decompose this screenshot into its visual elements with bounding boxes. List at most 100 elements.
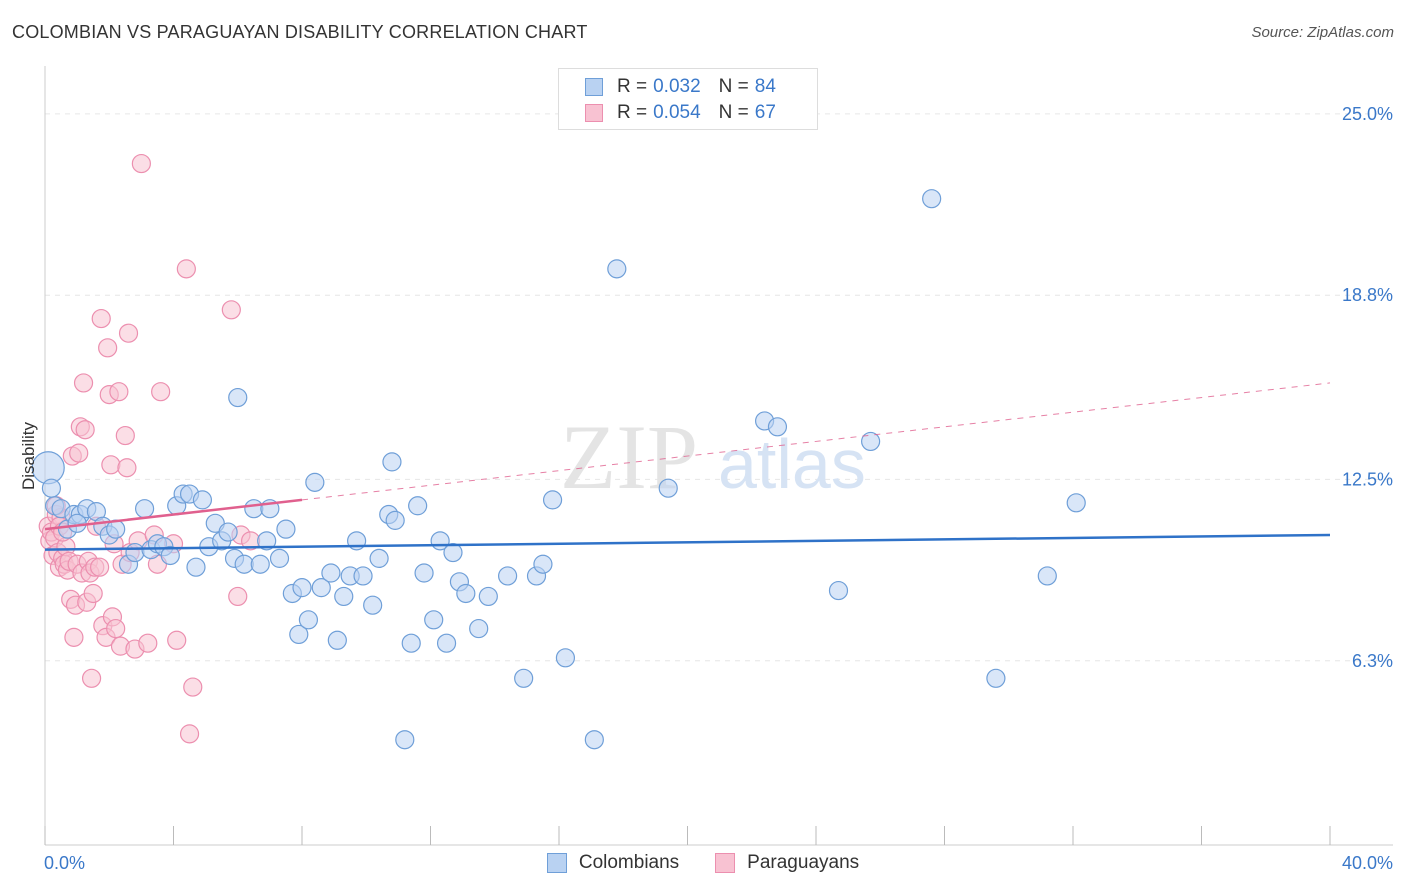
colombian-point	[353, 566, 373, 586]
paraguayan-point	[167, 630, 187, 650]
colombian-point	[160, 545, 180, 566]
colombian-point	[408, 496, 428, 516]
colombian-point	[134, 499, 155, 519]
paraguayan-point	[91, 308, 111, 329]
legend-row-paraguayans: R = 0.054 N = 67	[585, 101, 776, 125]
paraguayan-point	[221, 300, 241, 320]
colombian-point	[234, 554, 254, 574]
stats-legend: R = 0.032 N = 84 R = 0.054 N = 67	[558, 68, 818, 130]
colombian-point	[67, 513, 87, 533]
colombians-points	[31, 189, 1086, 750]
legend-label-colombians: Colombians	[578, 852, 680, 873]
paraguayan-point	[98, 338, 118, 358]
colombian-point	[401, 633, 421, 653]
colombian-point	[250, 554, 270, 574]
colombian-point	[298, 610, 319, 630]
colombian-point	[218, 522, 238, 542]
legend-label-paraguayans: Paraguayans	[747, 852, 860, 873]
colombian-point	[478, 586, 498, 607]
paraguayan-point	[101, 455, 121, 475]
paraguayan-point	[183, 677, 203, 697]
paraguayan-point	[179, 724, 200, 744]
colombian-point	[542, 490, 563, 510]
paraguayan-point	[109, 382, 129, 402]
legend-item-colombians[interactable]: Colombians	[546, 852, 680, 874]
y-tick-label: 6.3%	[1352, 651, 1393, 671]
y-tick-label: 25.0%	[1342, 104, 1393, 124]
colombian-point	[443, 542, 463, 563]
y-tick-labels: 6.3% 12.5% 18.8% 25.0%	[1342, 104, 1393, 671]
colombian-point	[228, 387, 248, 408]
colombians-trend-line	[44, 533, 1331, 551]
colombian-point	[828, 580, 849, 601]
legend-swatch-blue	[546, 853, 567, 873]
legend-n-value: 67	[754, 102, 776, 123]
colombian-point	[305, 472, 325, 492]
paraguayan-point	[131, 153, 151, 174]
legend-item-paraguayans[interactable]: Paraguayans	[715, 852, 859, 874]
colombian-point	[436, 633, 457, 653]
colombian-point	[244, 499, 264, 519]
source-label: Source: ZipAtlas.com	[1251, 24, 1394, 41]
colombian-point	[327, 630, 347, 650]
legend-n-value: 84	[754, 76, 776, 97]
paraguayan-point	[83, 583, 103, 604]
colombian-point	[41, 478, 62, 498]
colombian-point	[334, 586, 354, 607]
paraguayan-point	[117, 458, 137, 478]
paraguayan-point	[75, 420, 95, 440]
legend-swatch-blue	[585, 78, 603, 96]
colombian-point	[922, 189, 942, 209]
colombian-point	[533, 554, 553, 574]
colombian-point	[385, 510, 405, 530]
paraguayans-trend-extension	[301, 382, 1331, 501]
legend-r-value: 0.032	[653, 76, 701, 97]
colombian-point	[414, 563, 434, 583]
paraguayan-point	[176, 259, 196, 279]
colombian-point	[986, 668, 1006, 688]
colombian-point	[861, 431, 881, 452]
x-tick-labels: 0.0% 40.0%	[44, 853, 1393, 873]
paraguayan-point	[73, 373, 94, 393]
colombian-point	[1066, 493, 1086, 513]
colombian-point	[321, 563, 341, 583]
colombian-point	[424, 610, 444, 630]
chart-title: COLOMBIAN VS PARAGUAYAN DISABILITY CORRE…	[12, 22, 588, 42]
legend-swatch-pink	[715, 853, 736, 873]
paraguayans-trend-line	[44, 498, 303, 531]
paraguayan-point	[115, 425, 135, 446]
colombian-point	[186, 557, 206, 577]
legend-r-label: R =	[617, 102, 648, 123]
series-legend: Colombians Paraguayans	[0, 852, 1406, 874]
paraguayans-points	[38, 153, 261, 744]
paraguayan-point	[228, 586, 248, 607]
legend-r-value: 0.054	[653, 102, 701, 123]
paraguayan-point	[64, 627, 84, 647]
colombian-point	[767, 417, 788, 437]
colombian-point	[584, 730, 604, 750]
colombian-point	[1037, 566, 1057, 586]
colombian-point	[607, 259, 627, 279]
y-axis-label: Disability	[19, 421, 38, 490]
colombian-point	[555, 648, 576, 668]
paraguayan-point	[106, 618, 126, 639]
legend-n-label: N =	[718, 76, 749, 97]
paraguayan-point	[90, 557, 110, 577]
colombian-point	[289, 624, 309, 645]
colombian-point	[382, 452, 402, 472]
colombian-point	[269, 548, 290, 568]
colombian-point	[192, 490, 213, 510]
colombian-point	[658, 478, 678, 498]
colombian-point	[276, 519, 296, 539]
paraguayan-point	[151, 382, 171, 402]
legend-row-colombians: R = 0.032 N = 84	[585, 75, 776, 99]
paraguayan-point	[138, 633, 158, 653]
paraguayan-point	[118, 323, 139, 343]
colombian-point	[257, 531, 277, 551]
x-tick-label-start: 0.0%	[44, 853, 85, 873]
watermark: ZIP atlas	[560, 406, 866, 508]
colombian-point	[363, 595, 383, 615]
colombian-point	[456, 583, 476, 604]
legend-swatch-pink	[585, 104, 603, 122]
